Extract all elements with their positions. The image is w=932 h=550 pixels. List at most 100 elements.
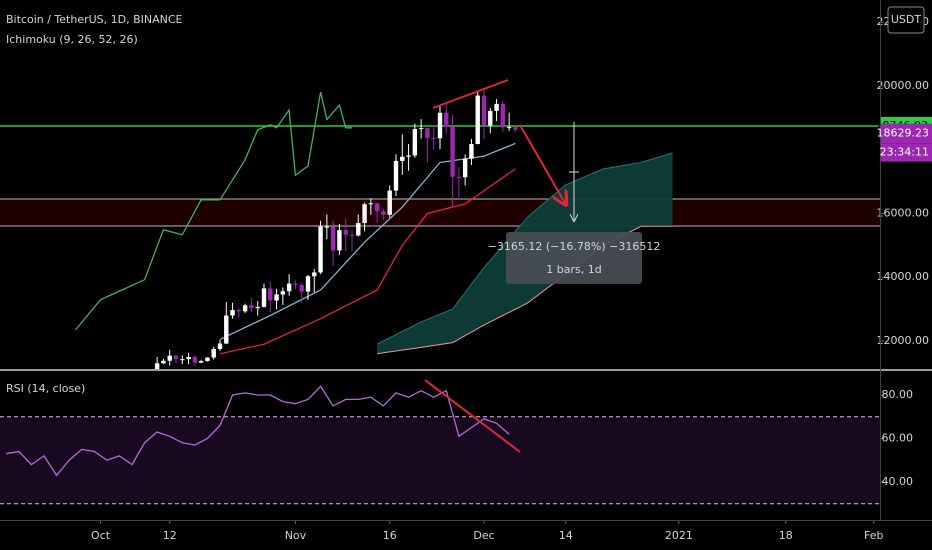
y-tick-label: 60.00 xyxy=(882,432,914,445)
measure-text: 1 bars, 1d xyxy=(546,263,601,276)
candle-body xyxy=(180,359,185,361)
candle-body xyxy=(173,355,179,360)
x-tick-label: 12 xyxy=(163,529,177,542)
candle-body xyxy=(161,360,166,364)
candle-body xyxy=(437,112,443,139)
y-tick-label: 12000.00 xyxy=(877,334,930,347)
indicator-title: Ichimoku (9, 26, 52, 26) xyxy=(6,33,138,46)
candle-body xyxy=(167,355,172,361)
candle-body xyxy=(286,283,292,292)
candle-body xyxy=(425,128,430,138)
y-tick-label: 20000.00 xyxy=(877,79,930,92)
last-price-tag xyxy=(881,123,932,144)
candle-body xyxy=(337,230,342,251)
y-tick-label: 14000.00 xyxy=(877,270,930,283)
candle-body xyxy=(154,363,160,369)
candle-body xyxy=(192,356,198,363)
y-tick-label: 80.00 xyxy=(882,388,914,401)
measure-text: −3165.12 (−16.78%) −316512 xyxy=(488,240,661,253)
symbol-title: Bitcoin / TetherUS, 1D, BINANCE xyxy=(6,13,183,26)
currency-button xyxy=(887,6,925,34)
candle-body xyxy=(293,283,298,285)
candle-body xyxy=(236,310,242,312)
candle-body xyxy=(494,103,499,111)
candle-body xyxy=(274,294,279,301)
candle-body xyxy=(255,306,260,309)
x-tick-label: Nov xyxy=(285,529,307,542)
candle-body xyxy=(488,110,493,126)
candle-body xyxy=(299,284,304,292)
candle-body xyxy=(217,343,223,349)
rsi-title: RSI (14, close) xyxy=(6,382,85,395)
candle-body xyxy=(249,305,254,309)
rsi-band xyxy=(0,416,880,504)
candle-body xyxy=(450,126,455,177)
candle-body xyxy=(324,226,330,228)
countdown-tag xyxy=(881,143,932,162)
measure-box xyxy=(506,232,642,284)
candle-body xyxy=(469,144,474,159)
x-tick-label: 2021 xyxy=(665,529,693,542)
x-tick-label: 16 xyxy=(383,529,397,542)
candle-body xyxy=(280,291,286,295)
rsi-trend-line xyxy=(424,379,521,453)
candle-body xyxy=(400,156,405,161)
candle-body xyxy=(318,226,323,273)
x-tick-label: Dec xyxy=(473,529,494,542)
candle-body xyxy=(268,288,273,301)
x-tick-label: Oct xyxy=(91,529,111,542)
candle-body xyxy=(418,128,424,130)
candle-body xyxy=(343,230,348,235)
candle-body xyxy=(387,190,392,215)
candle-body xyxy=(368,203,374,205)
indicator-line xyxy=(74,91,352,331)
x-tick-label: Feb xyxy=(864,529,883,542)
trend-line xyxy=(432,79,509,109)
candle-body xyxy=(261,288,267,307)
candle-body xyxy=(362,204,367,224)
axes: 12000.0014000.0016000.0020000.0022000.00… xyxy=(91,15,929,542)
rsi-line xyxy=(6,385,510,477)
x-tick-label: 18 xyxy=(779,529,793,542)
candle-body xyxy=(374,203,380,212)
cloud-edge xyxy=(376,152,673,345)
y-tick-label: 40.00 xyxy=(882,475,914,488)
candle-body xyxy=(456,176,462,178)
candle-body xyxy=(431,137,436,139)
candle-body xyxy=(330,226,336,251)
rsi-pane xyxy=(0,385,880,505)
currency-label: USDT xyxy=(891,13,922,26)
candle-body xyxy=(462,158,468,178)
candle-body xyxy=(393,160,399,191)
zone xyxy=(0,198,880,226)
last-price-tag-label: 18629.23 xyxy=(877,127,930,140)
candle-body xyxy=(406,155,411,157)
candle-body xyxy=(242,305,248,312)
candle-body xyxy=(312,272,317,277)
candle-body xyxy=(224,315,229,344)
candle-body xyxy=(475,95,480,145)
candle-body xyxy=(381,211,386,215)
candle-body xyxy=(349,234,355,236)
y-tick-label: 16000.00 xyxy=(877,206,930,219)
candle-body xyxy=(506,127,512,129)
candle-body xyxy=(500,103,506,128)
candle-body xyxy=(198,361,204,363)
candle-body xyxy=(444,112,449,127)
arrow xyxy=(519,124,565,203)
candle-body xyxy=(186,356,191,360)
candle-body xyxy=(211,348,216,358)
candle-body xyxy=(412,129,418,156)
candle-body xyxy=(305,276,311,292)
countdown-label: 23:34:11 xyxy=(880,146,929,159)
candle-body xyxy=(230,310,235,316)
indicator-line xyxy=(219,168,516,355)
candle-body xyxy=(481,95,487,126)
candle-body xyxy=(356,223,361,236)
candle-body xyxy=(205,357,210,362)
indicator-line xyxy=(219,142,516,340)
x-tick-label: 14 xyxy=(559,529,573,542)
